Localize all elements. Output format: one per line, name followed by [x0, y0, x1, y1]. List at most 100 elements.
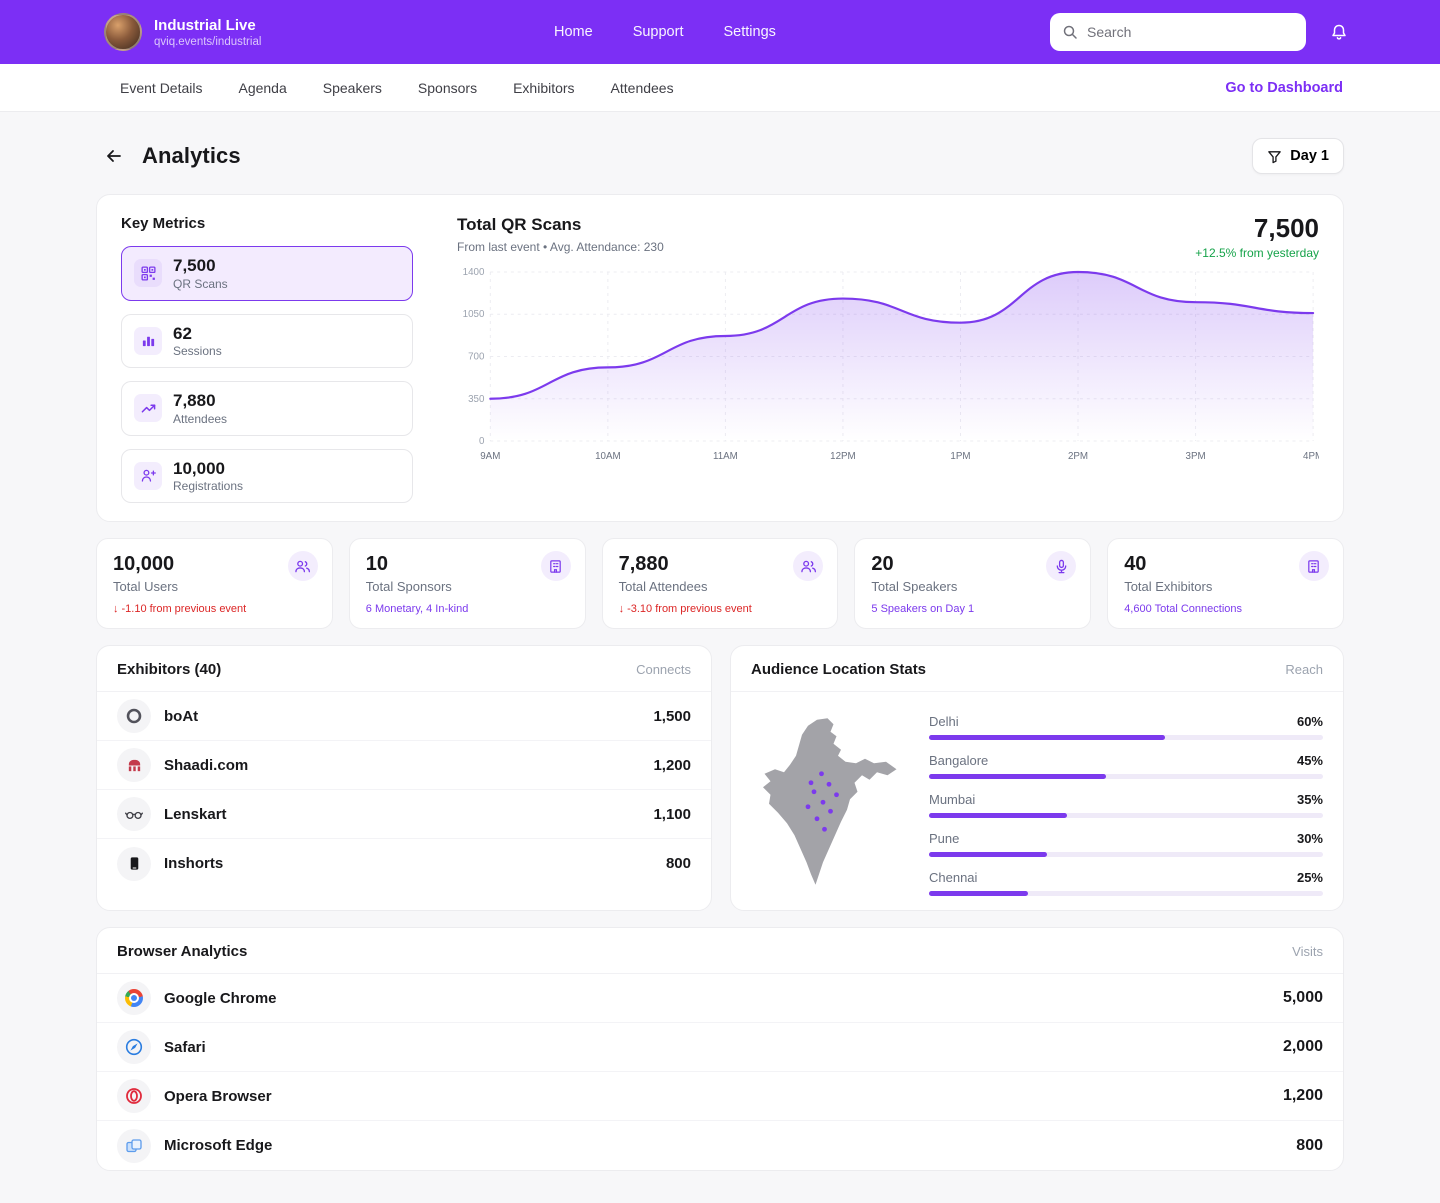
browser-row: Microsoft Edge 800 — [97, 1121, 1343, 1170]
nav-settings[interactable]: Settings — [723, 24, 776, 40]
visits-label: Visits — [1292, 944, 1323, 960]
audience-location-card: Audience Location Stats Reach Delhi 60% — [730, 645, 1344, 912]
browser-name: Opera Browser — [164, 1087, 272, 1105]
location-city: Bangalore — [929, 753, 989, 769]
building-icon — [540, 551, 571, 582]
chart-delta: +12.5% from yesterday — [1195, 246, 1319, 260]
brand-subtitle: qviq.events/industrial — [154, 35, 262, 48]
search-box[interactable] — [1050, 13, 1306, 51]
metric-value: 7,500 — [173, 256, 216, 275]
svg-text:10AM: 10AM — [595, 451, 621, 462]
metric-sessions[interactable]: 62 Sessions — [121, 313, 413, 369]
exhibitor-row: Shaadi.com 1,200 — [97, 741, 711, 791]
exhibitors-card: Exhibitors (40) Connects boAt 1,500 Shaa… — [96, 645, 712, 912]
decrease-arrow-icon: ↓ — [618, 603, 625, 616]
person-add-icon — [134, 461, 162, 490]
location-row: Delhi 60% — [929, 714, 1323, 741]
india-map — [763, 718, 897, 885]
tab-event-details[interactable]: Event Details — [120, 79, 203, 96]
stat-note: 4,600 Total Connections — [1124, 603, 1243, 616]
chart-total-value: 7,500 — [1253, 213, 1319, 243]
stat-total-exhibitors: 40 Total Exhibitors 4,600 Total Connecti… — [1107, 538, 1344, 630]
browser-analytics-title: Browser Analytics — [117, 943, 248, 961]
browser-visits: 1,200 — [1282, 1087, 1323, 1105]
location-pct: 45% — [1296, 753, 1323, 769]
location-pct: 35% — [1296, 792, 1323, 808]
tab-attendees[interactable]: Attendees — [610, 79, 674, 96]
svg-text:1050: 1050 — [463, 309, 485, 320]
metric-value: 7,880 — [173, 391, 216, 411]
exhibitor-connects: 1,500 — [653, 707, 691, 725]
browser-row: Safari 2,000 — [97, 1023, 1343, 1073]
brand-title: Industrial Live — [154, 16, 256, 34]
location-row: Bangalore 45% — [929, 753, 1323, 780]
bar-chart-icon — [134, 326, 162, 355]
edge-icon — [117, 1128, 151, 1163]
location-pct: 30% — [1296, 831, 1323, 847]
location-row: Chennai 25% — [929, 870, 1323, 897]
exhibitor-name: Lenskart — [164, 805, 227, 823]
stat-total-attendees: 7,880 Total Attendees ↓ -3.10 from previ… — [601, 538, 839, 630]
reach-label: Reach — [1285, 662, 1323, 678]
exhibitor-row: boAt 1,500 — [97, 692, 711, 742]
browser-analytics-card: Browser Analytics Visits Google Chrome 5… — [96, 927, 1344, 1172]
tab-speakers[interactable]: Speakers — [322, 79, 382, 96]
location-pct: 25% — [1296, 870, 1323, 886]
stat-label: Total Users — [113, 579, 179, 595]
metric-qr-scans[interactable]: 7,500 QR Scans — [121, 246, 413, 301]
stats-row: 10,000 Total Users ↓ -1.10 from previous… — [96, 538, 1344, 630]
stat-label: Total Sponsors — [365, 579, 452, 595]
metric-value: 10,000 — [173, 458, 225, 478]
metric-registrations[interactable]: 10,000 Registrations — [121, 448, 413, 504]
connects-label: Connects — [636, 662, 691, 678]
app-header: Industrial Live qviq.events/industrial H… — [0, 0, 1440, 64]
notification-bell-icon[interactable] — [1330, 23, 1348, 41]
qr-icon — [134, 259, 162, 288]
exhibitor-name: Shaadi.com — [164, 756, 249, 774]
location-city: Delhi — [929, 714, 959, 730]
svg-text:3PM: 3PM — [1186, 451, 1206, 462]
qr-scans-area-chart: 0 350 700 1050 1400 9AM 10AM 11AM 12PM 1PM 2PM 3PM 4… — [463, 267, 1319, 462]
back-arrow-icon[interactable] — [100, 142, 128, 170]
exhibitor-row: Inshorts 800 — [97, 839, 711, 888]
svg-text:350: 350 — [468, 394, 485, 405]
go-to-dashboard-link[interactable]: Go to Dashboard — [1225, 79, 1343, 96]
stat-value: 10,000 — [113, 553, 175, 576]
search-input[interactable] — [1087, 24, 1294, 40]
stat-value: 7,880 — [618, 553, 669, 576]
nav-support[interactable]: Support — [632, 24, 684, 40]
tab-agenda[interactable]: Agenda — [238, 79, 287, 96]
building-icon — [1298, 551, 1329, 582]
svg-text:700: 700 — [468, 351, 485, 362]
key-metrics-card: Key Metrics 7,500 QR Scans 62 Sessions — [96, 194, 1344, 523]
stat-value: 10 — [365, 553, 389, 576]
qr-scans-chart-panel: Total QR Scans From last event • Avg. At… — [457, 215, 1319, 503]
svg-text:4PM: 4PM — [1303, 451, 1319, 462]
browser-row: Google Chrome 5,000 — [97, 974, 1343, 1024]
metric-attendees[interactable]: 7,880 Attendees — [121, 381, 413, 436]
nav-home[interactable]: Home — [554, 24, 593, 40]
boat-logo-icon — [117, 699, 151, 734]
mic-icon — [1046, 551, 1077, 582]
exhibitor-connects: 800 — [665, 855, 691, 873]
tab-exhibitors[interactable]: Exhibitors — [513, 79, 575, 96]
event-subnav: Event Details Agenda Speakers Sponsors E… — [0, 64, 1440, 112]
chrome-icon — [117, 981, 151, 1016]
users-icon — [793, 551, 824, 582]
filter-funnel-icon — [1267, 149, 1282, 164]
browser-name: Microsoft Edge — [164, 1137, 273, 1155]
metric-label: Sessions — [173, 344, 222, 359]
stat-note: -1.10 from previous event — [121, 603, 247, 616]
tab-sponsors[interactable]: Sponsors — [417, 79, 478, 96]
decrease-arrow-icon: ↓ — [113, 603, 119, 616]
svg-text:1PM: 1PM — [950, 451, 970, 462]
browser-visits: 800 — [1296, 1136, 1323, 1154]
avatar[interactable] — [104, 13, 142, 51]
day-filter-button[interactable]: Day 1 — [1252, 138, 1344, 174]
stat-total-users: 10,000 Total Users ↓ -1.10 from previous… — [96, 538, 333, 630]
location-row: Mumbai 35% — [929, 792, 1323, 819]
svg-text:12PM: 12PM — [830, 451, 856, 462]
day-filter-label: Day 1 — [1290, 148, 1329, 164]
exhibitors-title: Exhibitors (40) — [117, 661, 222, 679]
exhibitor-row: Lenskart 1,100 — [97, 790, 711, 840]
